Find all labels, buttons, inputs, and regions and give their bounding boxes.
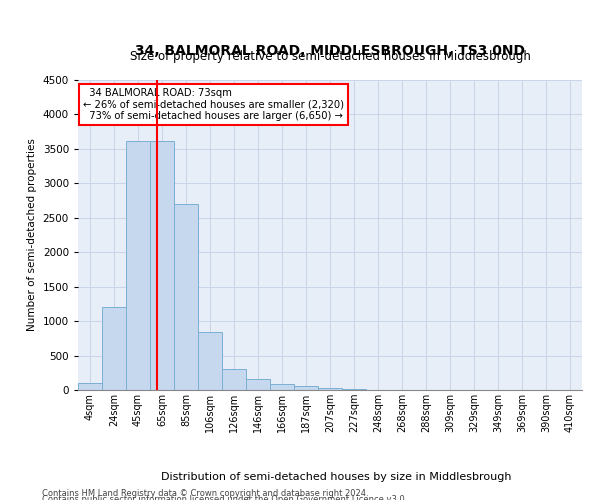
Title: 34, BALMORAL ROAD, MIDDLESBROUGH, TS3 0ND: 34, BALMORAL ROAD, MIDDLESBROUGH, TS3 0N… [135,44,525,58]
Bar [150,140,174,390]
Bar [102,308,126,390]
Bar [78,383,102,390]
Text: Distribution of semi-detached houses by size in Middlesbrough: Distribution of semi-detached houses by … [161,472,511,482]
Bar [270,384,294,390]
Y-axis label: Number of semi-detached properties: Number of semi-detached properties [27,138,37,332]
Bar [222,370,246,390]
Text: Contains HM Land Registry data © Crown copyright and database right 2024.: Contains HM Land Registry data © Crown c… [42,489,368,498]
Bar [318,388,342,390]
Bar [174,204,198,390]
Text: Contains public sector information licensed under the Open Government Licence v3: Contains public sector information licen… [42,495,407,500]
Text: 34 BALMORAL ROAD: 73sqm
← 26% of semi-detached houses are smaller (2,320)
  73% : 34 BALMORAL ROAD: 73sqm ← 26% of semi-de… [83,88,344,121]
Bar [126,140,150,390]
Bar [246,380,270,390]
Bar [342,389,366,390]
Text: Size of property relative to semi-detached houses in Middlesbrough: Size of property relative to semi-detach… [130,50,530,63]
Bar [294,386,318,390]
Bar [198,332,222,390]
